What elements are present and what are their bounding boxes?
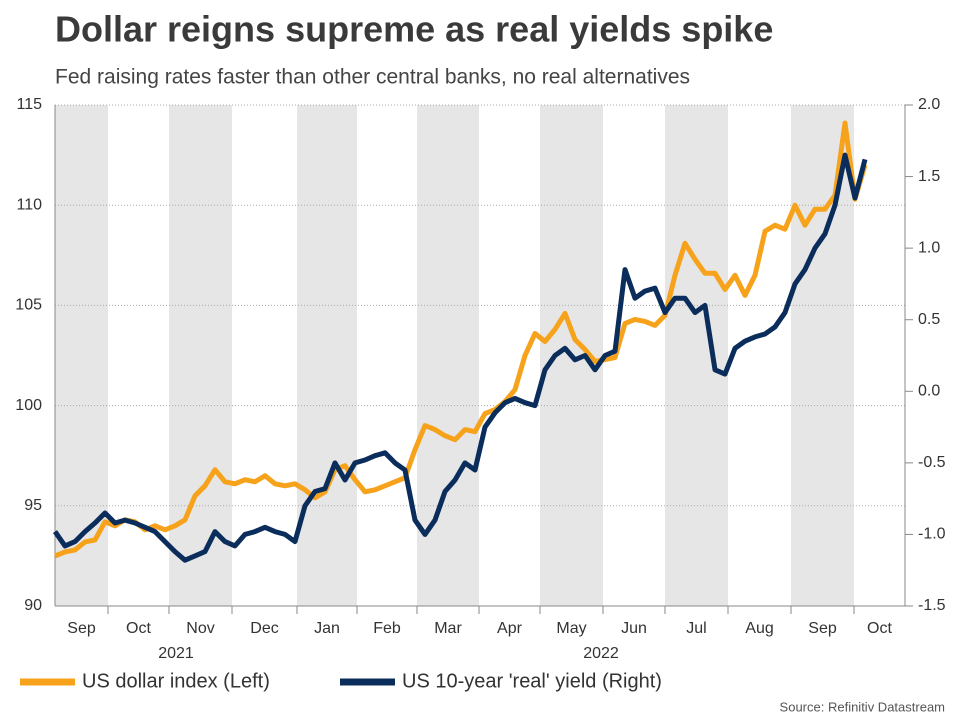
month-band (169, 105, 232, 606)
legend-label: US 10-year 'real' yield (Right) (402, 670, 662, 692)
y-tick-label: 90 (24, 597, 42, 614)
x-tick-label: Dec (250, 620, 278, 637)
month-band (417, 105, 479, 606)
y2-tick-label: 0.5 (918, 311, 940, 328)
month-band (55, 105, 108, 606)
month-band (665, 105, 728, 606)
source: Source: Refinitiv Datastream (780, 699, 945, 714)
series-line (54, 120, 868, 559)
y-tick-label: 95 (24, 497, 42, 514)
x-tick-label: Nov (186, 620, 214, 637)
series-line (52, 152, 868, 563)
y2-tick-label: 2.0 (918, 96, 940, 113)
x-tick-label: Oct (867, 620, 892, 637)
x-tick-label: Sep (67, 620, 96, 637)
y-tick-label: 115 (16, 96, 42, 113)
y2-tick-label: 0.0 (918, 383, 940, 400)
x-tick-label: Jan (314, 620, 340, 637)
x-tick-label: Aug (745, 620, 773, 637)
x-tick-label: Feb (373, 620, 401, 637)
y2-tick-label: 1.5 (918, 168, 940, 185)
chart-subtitle: Fed raising rates faster than other cent… (55, 66, 690, 89)
x-tick-label: Sep (808, 620, 837, 637)
year-label: 2022 (583, 645, 619, 662)
legend-label: US dollar index (Left) (82, 670, 270, 692)
y2-tick-label: 1.0 (918, 239, 940, 256)
x-tick-label: Oct (126, 620, 151, 637)
year-label: 2021 (158, 645, 194, 662)
y2-tick-label: -1.5 (918, 597, 946, 614)
x-tick-label: Apr (497, 620, 523, 637)
y-tick-label: 100 (15, 397, 42, 414)
y2-tick-label: -0.5 (918, 454, 946, 471)
x-tick-label: May (556, 620, 586, 637)
y-tick-label: 105 (15, 297, 42, 314)
x-tick-label: Jul (686, 620, 706, 637)
chart-title: Dollar reigns supreme as real yields spi… (55, 9, 773, 50)
x-tick-label: Jun (621, 620, 647, 637)
x-tick-label: Mar (434, 620, 462, 637)
y-tick-label: 110 (16, 196, 42, 213)
y2-tick-label: -1.0 (918, 526, 946, 543)
month-band (791, 105, 854, 606)
month-band (297, 105, 357, 606)
